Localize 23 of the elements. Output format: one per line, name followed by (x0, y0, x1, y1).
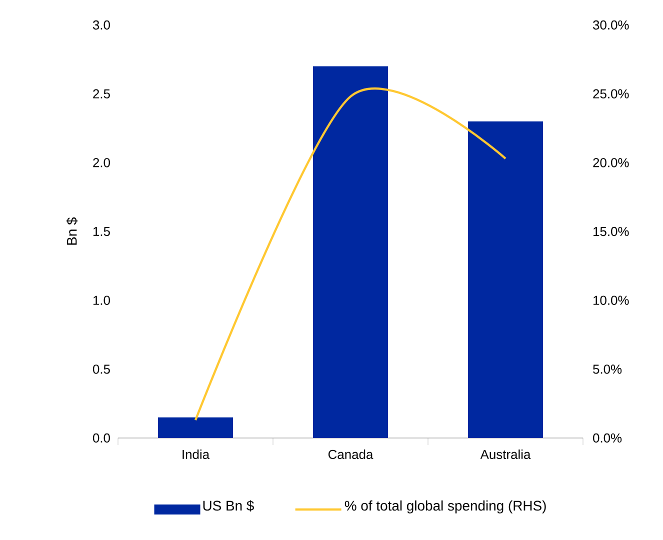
bar (468, 121, 543, 438)
y-axis-title: Bn $ (66, 217, 78, 245)
x-tick-label: Australia (480, 450, 531, 460)
y2-tick-label: 15.0% (594, 226, 629, 236)
y-tick-label: 3.0 (92, 20, 110, 30)
y2-tick-label: 0.0% (593, 433, 622, 443)
y2-tick-label: 20.0% (593, 158, 629, 168)
y2-tick-label: 25.0% (593, 89, 629, 98)
y-tick-label: 0.0 (92, 433, 110, 443)
legend-label: % of total global spending (RHS) (344, 500, 546, 514)
bar (313, 66, 388, 438)
y-tick-label: 2.5 (93, 89, 110, 98)
x-tick-label: Canada (328, 450, 374, 460)
bar (158, 417, 233, 438)
y-tick-label: 2.0 (93, 158, 110, 168)
y-tick-label: 1.5 (93, 226, 110, 236)
y2-tick-label: 5.0% (593, 364, 622, 374)
x-tick-label: India (182, 450, 210, 460)
y2-tick-label: 30.0% (593, 20, 629, 30)
legend-label: US Bn $ (203, 500, 254, 512)
y-tick-label: 0.5 (92, 364, 110, 374)
y-tick-label: 1.0 (93, 296, 110, 305)
y2-tick-label: 10.0% (594, 296, 629, 305)
